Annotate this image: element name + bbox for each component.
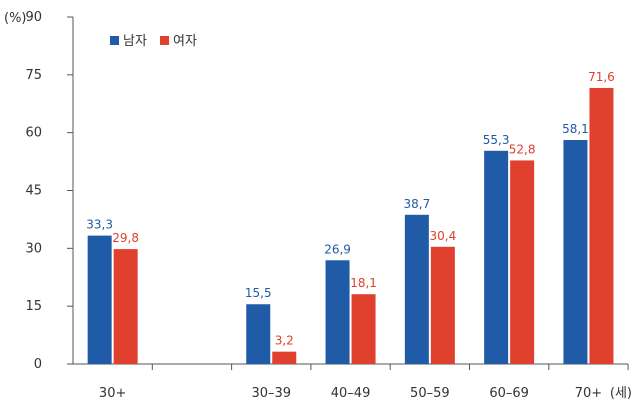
bar-male [563, 139, 588, 364]
data-label-male: 33,3 [86, 218, 113, 232]
data-label-female: 52,8 [509, 142, 536, 156]
legend-swatch-male [110, 36, 119, 45]
y-tick-label: 90 [25, 10, 42, 25]
x-axis: 30+ 30–39 40–49 50–59 60–69 70+ (세) [73, 363, 632, 401]
data-label-female: 18,1 [350, 276, 377, 290]
data-label-female: 30,4 [429, 229, 456, 243]
legend-label-female: 여자 [173, 34, 197, 49]
y-tick-label: 45 [25, 184, 42, 199]
bar-female [510, 160, 535, 364]
bar-male [404, 214, 429, 364]
y-tick-label: 30 [25, 241, 42, 256]
data-label-male: 58,1 [562, 122, 589, 136]
bar-female [272, 351, 297, 364]
data-label-male: 55,3 [483, 133, 510, 147]
y-tick-label: 15 [25, 299, 42, 314]
bar-female [589, 87, 614, 364]
y-tick-label: 75 [25, 68, 42, 83]
data-label-male: 38,7 [403, 197, 430, 211]
data-label-female: 29,8 [112, 231, 139, 245]
x-tick-label: 30–39 [251, 386, 291, 401]
legend: 남자 여자 [110, 34, 197, 49]
bar-female [113, 249, 138, 364]
data-label-female: 3,2 [275, 334, 294, 348]
data-label-male: 26,9 [324, 242, 351, 256]
x-tick-label: 50–59 [410, 386, 450, 401]
data-label-male: 15,5 [245, 286, 272, 300]
x-axis-unit: (세) [610, 386, 632, 401]
legend-label-male: 남자 [123, 34, 147, 49]
y-axis-unit: (%) [4, 11, 27, 26]
bar-male [87, 235, 112, 364]
data-label-female: 71,6 [588, 70, 615, 84]
x-tick-label: 70+ [575, 386, 602, 401]
bar-female [430, 246, 455, 364]
x-tick-label: 40–49 [331, 386, 371, 401]
bar-female [351, 294, 376, 364]
bar-male [246, 304, 271, 364]
bars [87, 87, 614, 364]
x-tick-label: 60–69 [489, 386, 529, 401]
y-tick-label: 60 [25, 126, 42, 141]
legend-swatch-female [160, 36, 169, 45]
y-axis: (%) 0 15 30 45 60 75 90 [4, 10, 74, 372]
bar-male [484, 150, 509, 364]
data-labels: 33,3 15,5 26,9 38,7 55,3 58,1 29,8 3,2 18,1 30,4 5… [86, 70, 615, 348]
x-tick-label: 30+ [99, 386, 126, 401]
y-tick-label: 0 [34, 357, 42, 372]
bar-male [325, 260, 350, 364]
